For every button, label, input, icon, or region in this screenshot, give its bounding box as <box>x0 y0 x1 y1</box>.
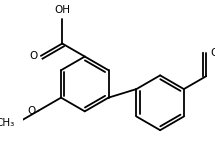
Text: CH₃: CH₃ <box>0 118 15 128</box>
Text: OH: OH <box>54 6 70 15</box>
Text: O: O <box>211 48 215 58</box>
Text: O: O <box>28 106 36 116</box>
Text: O: O <box>29 51 37 61</box>
